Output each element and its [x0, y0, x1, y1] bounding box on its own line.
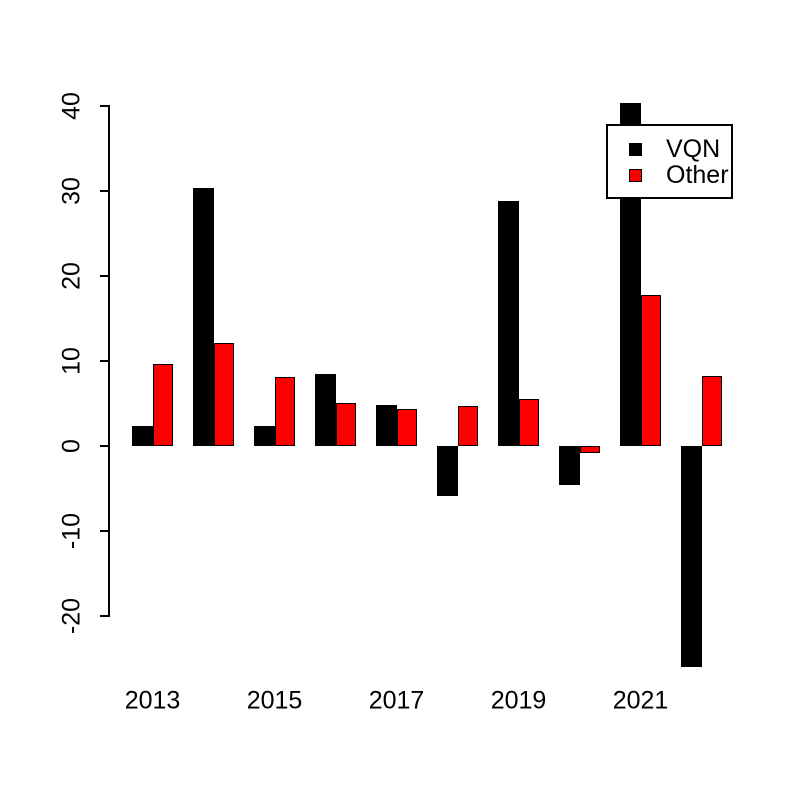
x-axis-label: 2019 [490, 686, 547, 715]
y-axis-tick-label: 20 [57, 262, 86, 290]
y-axis-tick [100, 445, 108, 447]
x-axis-label: 2013 [124, 686, 181, 715]
bar-other-2020 [579, 446, 600, 453]
bar-other-2018 [457, 406, 478, 446]
legend-swatch-vqn-icon [629, 142, 642, 156]
y-axis-tick [100, 105, 108, 107]
legend-swatch-other-icon [629, 168, 642, 182]
bar-other-2014 [213, 343, 234, 446]
y-axis-tick-label: 40 [57, 92, 86, 120]
legend-label-other: Other [666, 161, 729, 189]
legend-item-other: Other [629, 162, 731, 188]
y-axis-tick [100, 360, 108, 362]
y-axis-line [108, 105, 110, 617]
y-axis-tick [100, 530, 108, 532]
bar-vqn-2016 [315, 373, 336, 446]
y-axis-tick [100, 275, 108, 277]
legend-item-vqn: VQN [629, 136, 731, 162]
bar-vqn-2013 [132, 426, 153, 446]
bar-other-2015 [274, 377, 295, 446]
bar-vqn-2015 [254, 425, 275, 446]
y-axis-tick [100, 190, 108, 192]
bar-other-2022 [701, 376, 722, 446]
x-axis-label: 2015 [246, 686, 303, 715]
legend-label-vqn: VQN [666, 135, 721, 163]
legend: VQN Other [606, 124, 733, 199]
y-axis-tick-label: 30 [57, 177, 86, 205]
bar-other-2017 [396, 409, 417, 446]
y-axis-tick-label: 0 [57, 439, 86, 453]
bar-vqn-2018 [437, 446, 458, 497]
y-axis-tick-label: -20 [57, 597, 86, 635]
bar-other-2013 [152, 364, 173, 446]
y-axis-tick [100, 615, 108, 617]
bar-vqn-2019 [498, 201, 519, 446]
x-axis-label: 2017 [368, 686, 425, 715]
bar-other-2019 [518, 399, 539, 446]
y-axis-tick-label: -10 [57, 512, 86, 550]
bar-vqn-2022 [681, 446, 702, 667]
y-axis-tick-label: 10 [57, 347, 86, 375]
bar-vqn-2020 [559, 446, 580, 486]
x-axis-label: 2021 [612, 686, 669, 715]
bar-other-2021 [640, 294, 661, 446]
bar-other-2016 [335, 402, 356, 446]
bar-vqn-2017 [376, 405, 397, 446]
bar-vqn-2014 [193, 188, 214, 446]
